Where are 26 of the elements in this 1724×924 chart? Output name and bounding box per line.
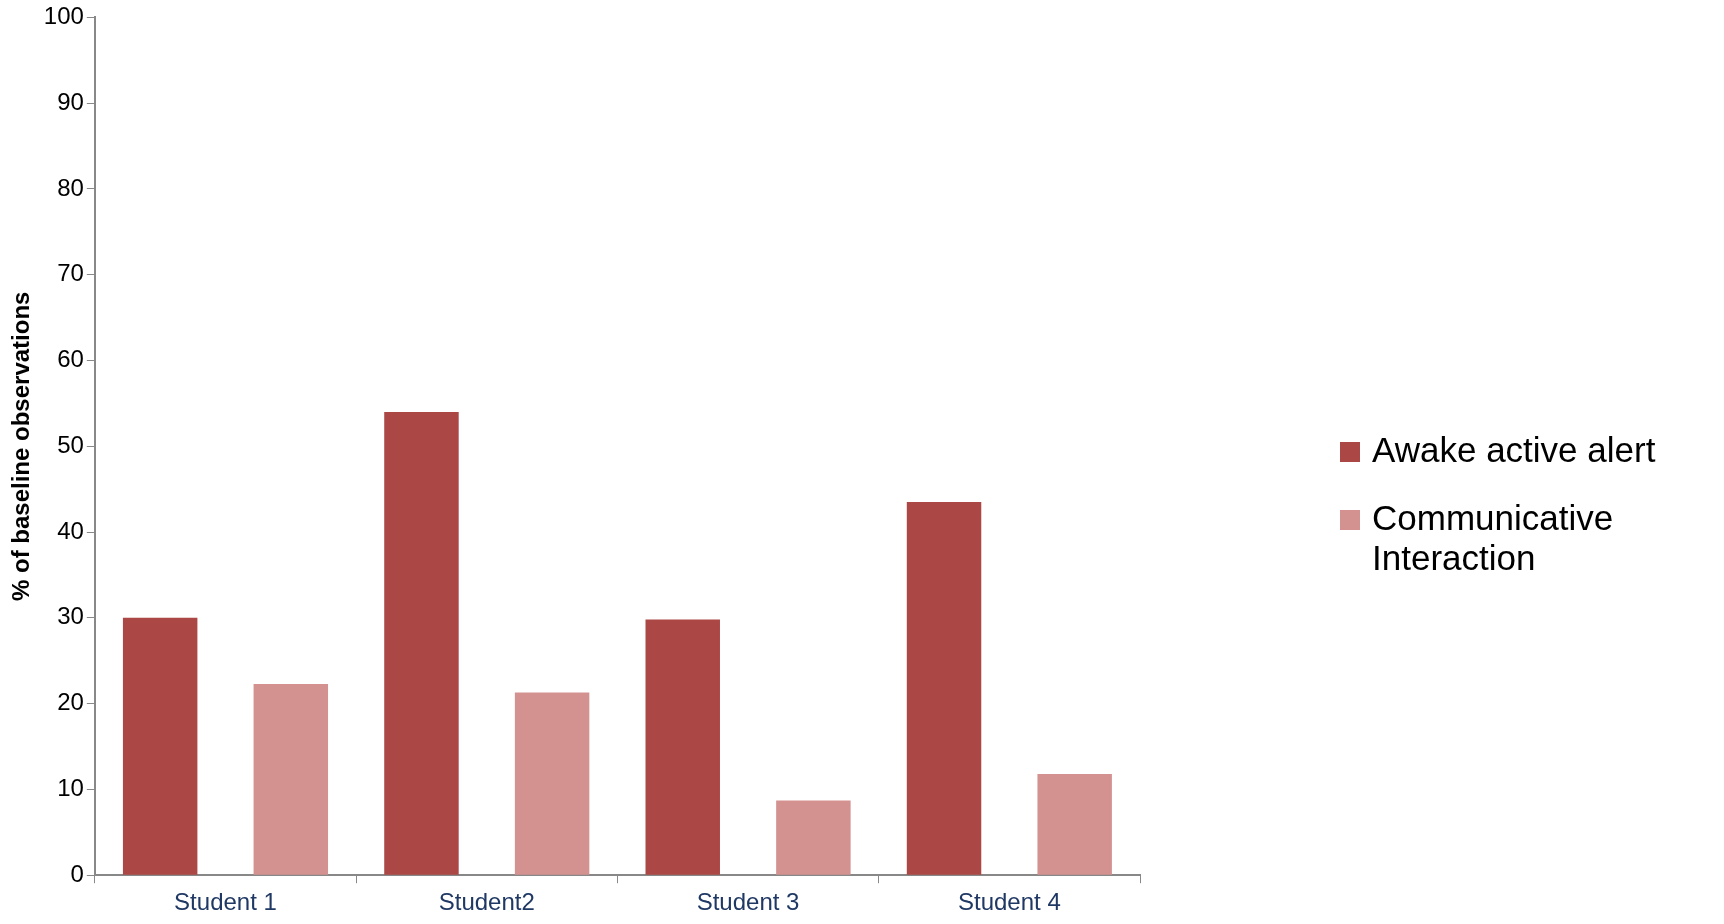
y-tick-label: 50 — [57, 430, 84, 458]
bar — [906, 502, 982, 875]
bar — [384, 411, 459, 875]
legend-label: Communicative Interaction — [1372, 498, 1615, 578]
x-tick-label: Student 4 — [957, 888, 1061, 916]
y-tick-label: 70 — [57, 259, 84, 287]
bar — [253, 683, 329, 875]
bar — [122, 617, 198, 875]
bar — [776, 800, 851, 875]
x-tick-label: Student2 — [438, 888, 535, 916]
legend-label: Awake active alert — [1372, 430, 1656, 470]
y-axis-title: % of baseline observations — [7, 291, 35, 602]
y-tick-label: 80 — [57, 173, 84, 201]
y-tick-label: 100 — [43, 2, 84, 30]
bar — [514, 692, 590, 875]
y-tick-label: 30 — [57, 602, 84, 630]
y-tick-label: 20 — [57, 688, 84, 716]
y-tick-label: 0 — [70, 859, 84, 887]
y-tick-label: 60 — [57, 345, 84, 373]
y-tick-label: 10 — [57, 774, 84, 802]
y-tick-label: 40 — [57, 516, 84, 544]
x-tick-label: Student 1 — [174, 888, 277, 916]
bar — [645, 619, 720, 875]
y-tick-label: 90 — [57, 87, 84, 115]
bar — [1037, 773, 1112, 875]
x-tick-label: Student 3 — [696, 888, 800, 916]
